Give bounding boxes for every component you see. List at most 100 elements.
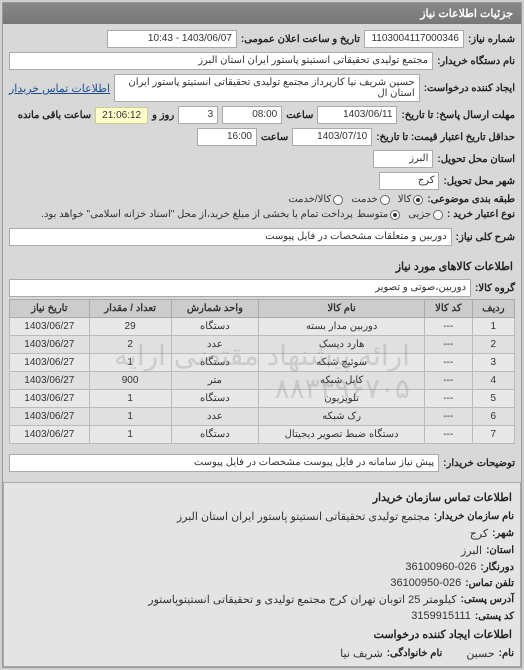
table-cell: 6 bbox=[472, 408, 514, 426]
details-panel: جزئیات اطلاعات نیاز شماره نیاز: 11030041… bbox=[2, 2, 522, 668]
table-row[interactable]: 6---رک شبکهعدد11403/06/27 bbox=[10, 408, 515, 426]
buyer-org-value: مجتمع تولیدی تحقیقاتی انستیتو پاستور ایر… bbox=[9, 52, 433, 70]
org-address-value: کیلومتر 25 اتوبان تهران کرج مجتمع تولیدی… bbox=[148, 593, 456, 606]
org-info-panel: اطلاعات تماس سازمان خریدار نام سازمان خر… bbox=[3, 482, 521, 667]
time-label-1: ساعت bbox=[286, 110, 313, 121]
table-cell: 29 bbox=[89, 318, 171, 336]
budget-service-radio[interactable]: خدمت bbox=[351, 194, 390, 205]
goods-table: ردیفکد کالانام کالاواحد شمارشتعداد / مقد… bbox=[9, 299, 515, 444]
table-cell: دستگاه bbox=[171, 426, 259, 444]
table-row[interactable]: 5---تلویزیوندستگاه11403/06/27 bbox=[10, 390, 515, 408]
table-cell: 7 bbox=[472, 426, 514, 444]
creator-title: اطلاعات ایجاد کننده درخواست bbox=[10, 624, 514, 645]
budget-both-radio[interactable]: کالا/خدمت bbox=[288, 194, 343, 205]
org-province-value: البرز bbox=[461, 544, 482, 557]
province-label: استان محل تحویل: bbox=[437, 154, 515, 165]
org-city-value: کرج bbox=[470, 527, 488, 540]
budget-label: طبقه بندی موضوعی: bbox=[427, 194, 515, 205]
org-postal-value: 3159915111 bbox=[411, 610, 471, 622]
creator-name-label: نام: bbox=[499, 648, 514, 659]
table-row[interactable]: 7---دستگاه ضبط تصویر دیجیتالدستگاه11403/… bbox=[10, 426, 515, 444]
table-cell: دستگاه bbox=[171, 318, 259, 336]
radio-icon bbox=[433, 210, 443, 220]
validity-date: 1403/07/10 bbox=[292, 128, 372, 146]
table-cell: 1 bbox=[89, 426, 171, 444]
table-header: تعداد / مقدار bbox=[89, 300, 171, 318]
table-cell: --- bbox=[425, 408, 473, 426]
table-cell: --- bbox=[425, 354, 473, 372]
table-cell: کابل شبکه bbox=[259, 372, 425, 390]
goods-title: اطلاعات کالاهای مورد نیاز bbox=[9, 256, 515, 277]
table-cell: تلویزیون bbox=[259, 390, 425, 408]
budget-goods-radio[interactable]: کالا bbox=[398, 194, 424, 205]
summary-value: دوربین و متعلقات مشخصات در فایل پیوست bbox=[9, 228, 452, 246]
purchase-note: پرداخت تمام یا بخشی از مبلغ خرید،از محل … bbox=[41, 209, 353, 220]
table-cell: رک شبکه bbox=[259, 408, 425, 426]
req-no-value: 1103004117000346 bbox=[364, 30, 464, 48]
buyer-notes-value: پیش نیاز سامانه در فایل پیوست مشخصات در … bbox=[9, 454, 439, 472]
table-cell: 1 bbox=[89, 390, 171, 408]
creator-family-label: نام خانوادگی: bbox=[387, 648, 443, 659]
table-row[interactable]: 4---کابل شبکهمتر9001403/06/27 bbox=[10, 372, 515, 390]
goods-table-wrap: ردیفکد کالانام کالاواحد شمارشتعداد / مقد… bbox=[9, 299, 515, 444]
radio-icon bbox=[413, 195, 423, 205]
purchase-type-label: نوع اعتبار خرید : bbox=[447, 209, 515, 220]
table-row[interactable]: 3---سوئیچ شبکهدستگاه11403/06/27 bbox=[10, 354, 515, 372]
table-header: واحد شمارش bbox=[171, 300, 259, 318]
table-cell: --- bbox=[425, 426, 473, 444]
countdown-timer: 21:06:12 bbox=[95, 107, 148, 124]
buyer-notes-label: توضیحات خریدار: bbox=[443, 458, 515, 469]
table-cell: 1403/06/27 bbox=[10, 336, 90, 354]
requester-label: ایجاد کننده درخواست: bbox=[424, 83, 515, 94]
table-cell: --- bbox=[425, 372, 473, 390]
ann-date-label: تاریخ و ساعت اعلان عمومی: bbox=[241, 34, 360, 45]
deadline-send-label: مهلت ارسال پاسخ: تا تاریخ: bbox=[401, 110, 515, 121]
radio-icon bbox=[390, 210, 400, 220]
ann-date-value: 1403/06/07 - 10:43 bbox=[107, 30, 237, 48]
org-postal-label: کد پستی: bbox=[475, 611, 514, 622]
table-row[interactable]: 1---دوربین مدار بستهدستگاه291403/06/27 bbox=[10, 318, 515, 336]
org-fax-label: دورنگار: bbox=[480, 562, 514, 573]
table-cell: 2 bbox=[89, 336, 171, 354]
org-city-label: شهر: bbox=[492, 528, 514, 539]
table-cell: دستگاه bbox=[171, 354, 259, 372]
radio-icon bbox=[333, 195, 343, 205]
table-cell: متر bbox=[171, 372, 259, 390]
buyer-notes-section: توضیحات خریدار: پیش نیاز سامانه در فایل … bbox=[3, 448, 521, 478]
table-cell: 1403/06/27 bbox=[10, 354, 90, 372]
table-cell: عدد bbox=[171, 336, 259, 354]
org-fax-value: 36100960-026 bbox=[405, 561, 476, 573]
contact-link[interactable]: اطلاعات تماس خریدار bbox=[9, 82, 110, 95]
table-cell: --- bbox=[425, 336, 473, 354]
remain-days: 3 bbox=[178, 106, 218, 124]
org-address-label: آدرس پستی: bbox=[461, 594, 514, 605]
table-header: تاریخ نیاز bbox=[10, 300, 90, 318]
goods-section: اطلاعات کالاهای مورد نیاز گروه کالا: دور… bbox=[3, 252, 521, 448]
province-value: البرز bbox=[373, 150, 433, 168]
validity-label: حداقل تاریخ اعتبار قیمت: تا تاریخ: bbox=[376, 132, 515, 143]
radio-icon bbox=[380, 195, 390, 205]
table-row[interactable]: 2---هارد دیسکعدد21403/06/27 bbox=[10, 336, 515, 354]
deadline-send-date: 1403/06/11 bbox=[317, 106, 397, 124]
table-header: کد کالا bbox=[425, 300, 473, 318]
table-cell: 5 bbox=[472, 390, 514, 408]
time-label-2: ساعت bbox=[261, 132, 288, 143]
table-cell: 1403/06/27 bbox=[10, 390, 90, 408]
deadline-send-time: 08:00 bbox=[222, 106, 282, 124]
request-info-section: شماره نیاز: 1103004117000346 تاریخ و ساع… bbox=[3, 24, 521, 252]
org-phone-value: 36100950-026 bbox=[390, 577, 461, 589]
table-cell: 1403/06/27 bbox=[10, 318, 90, 336]
org-value: مجتمع تولیدی تحقیقاتی انستیتو پاستور ایر… bbox=[177, 510, 430, 523]
requester-value: حسین شریف نیا کارپرداز مجتمع تولیدی تحقی… bbox=[114, 74, 420, 102]
table-cell: دوربین مدار بسته bbox=[259, 318, 425, 336]
purchase-small-radio[interactable]: جزیی bbox=[408, 209, 443, 220]
org-province-label: استان: bbox=[486, 545, 514, 556]
purchase-medium-radio[interactable]: متوسط bbox=[357, 209, 400, 220]
creator-family-value: شریف نیا bbox=[340, 647, 383, 660]
table-cell: 1403/06/27 bbox=[10, 426, 90, 444]
creator-name-value: حسین bbox=[466, 647, 494, 660]
summary-label: شرح کلی نیاز: bbox=[456, 232, 515, 243]
table-cell: 900 bbox=[89, 372, 171, 390]
org-phone-label: تلفن تماس: bbox=[465, 578, 514, 589]
group-label: گروه کالا: bbox=[475, 283, 515, 294]
